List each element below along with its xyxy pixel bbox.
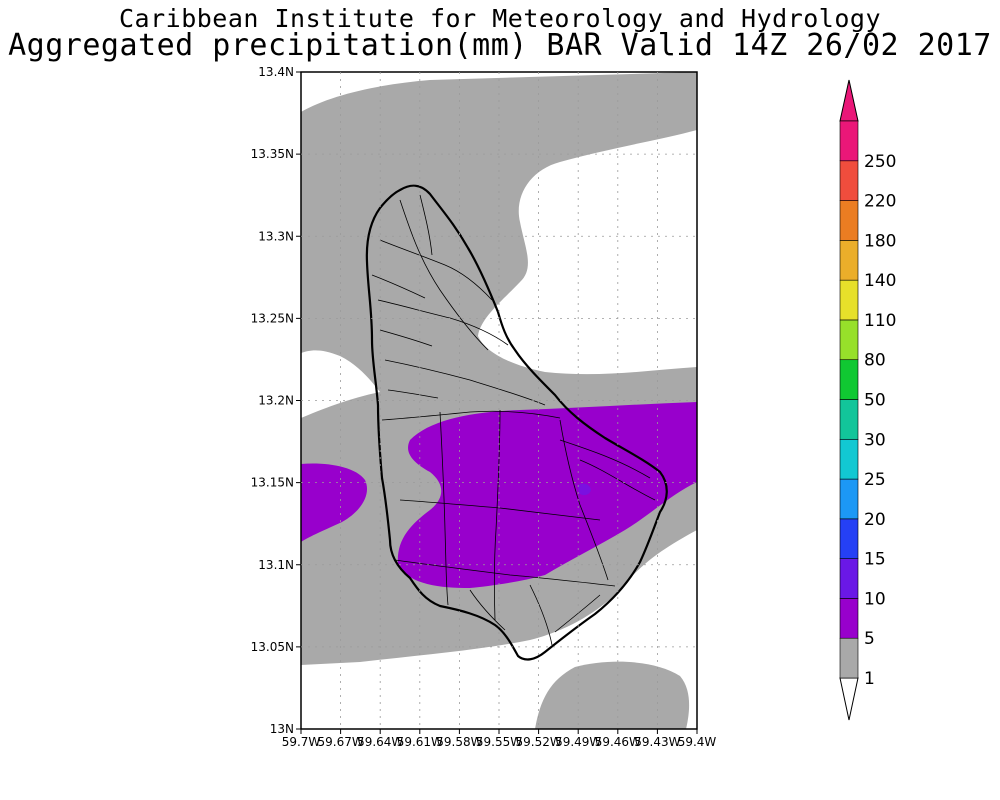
precip-band-10-15mm (578, 483, 591, 496)
precip-band-5-10mm-west (301, 463, 368, 542)
gridlines (301, 72, 697, 729)
colorbar-level-label: 140 (864, 271, 896, 291)
chart-title: Caribbean Institute for Meteorology and … (118, 4, 881, 33)
lat-tick-label: 13.2N (258, 394, 294, 408)
colorbar-band (839, 598, 859, 639)
lat-tick-label: 13N (270, 722, 294, 736)
lon-tick-label: 59.67W (317, 735, 363, 749)
lon-tick-label: 59.43W (634, 735, 680, 749)
lat-tick-label: 13.35N (251, 147, 294, 161)
colorbar-level-label: 30 (864, 430, 886, 450)
barbados-coastline (365, 184, 668, 661)
colorbar-level-label: 5 (864, 629, 875, 649)
axis-ticks: 59.7W59.67W59.64W59.61W59.58W59.55W59.52… (251, 65, 717, 749)
colorbar-level-label: 25 (864, 470, 886, 490)
colorbar-upper-arrow (839, 79, 859, 122)
colorbar-band (839, 518, 859, 559)
colorbar-lower-arrow (839, 677, 859, 721)
colorbar-level-label: 220 (864, 192, 896, 212)
lat-tick-label: 13.15N (251, 476, 294, 490)
colorbar-level-label: 50 (864, 391, 886, 411)
colorbar-level-label: 15 (864, 550, 886, 570)
colorbar-level-label: 1 (864, 669, 875, 689)
lat-tick-label: 13.25N (251, 311, 294, 325)
colorbar-band (839, 438, 859, 480)
colorbar-level-label: 20 (864, 510, 886, 530)
colorbar-level-label: 110 (864, 311, 896, 331)
colorbar-band (839, 160, 859, 201)
colorbar-band (839, 319, 859, 361)
colorbar-band (839, 200, 859, 241)
lon-tick-label: 59.61W (397, 735, 443, 749)
colorbar-band (839, 120, 859, 162)
lat-tick-label: 13.3N (258, 229, 294, 243)
colorbar-level-label: 250 (864, 152, 896, 172)
colorbar-band (839, 240, 859, 281)
colorbar-level-label: 10 (864, 589, 886, 609)
precip-band-1-5mm-south (535, 661, 690, 729)
colorbar-band (839, 399, 859, 440)
colorbar-band (839, 558, 859, 599)
colorbar-band (839, 478, 859, 520)
lon-tick-label: 59.7W (282, 735, 321, 749)
colorbar-level-label: 80 (864, 351, 886, 371)
lon-tick-label: 59.52W (515, 735, 561, 749)
plot-area: 59.7W59.67W59.64W59.61W59.58W59.55W59.52… (251, 65, 717, 749)
colorbar-band (839, 359, 859, 400)
lon-tick-label: 59.49W (555, 735, 601, 749)
chart-subtitle: Aggregated precipitation(mm) BAR Valid 1… (8, 28, 992, 63)
lon-tick-label: 59.4W (678, 735, 717, 749)
lat-tick-label: 13.4N (258, 65, 294, 79)
lon-tick-label: 59.64W (357, 735, 403, 749)
lon-tick-label: 59.58W (436, 735, 482, 749)
lon-tick-label: 59.55W (476, 735, 522, 749)
colorbar-level-label: 180 (864, 231, 896, 251)
colorbar-band (839, 637, 859, 679)
lon-tick-label: 59.46W (595, 735, 641, 749)
colorbar-bands (839, 120, 859, 679)
lat-tick-label: 13.05N (251, 640, 294, 654)
lat-tick-label: 13.1N (258, 558, 294, 572)
colorbar-band (839, 279, 859, 321)
